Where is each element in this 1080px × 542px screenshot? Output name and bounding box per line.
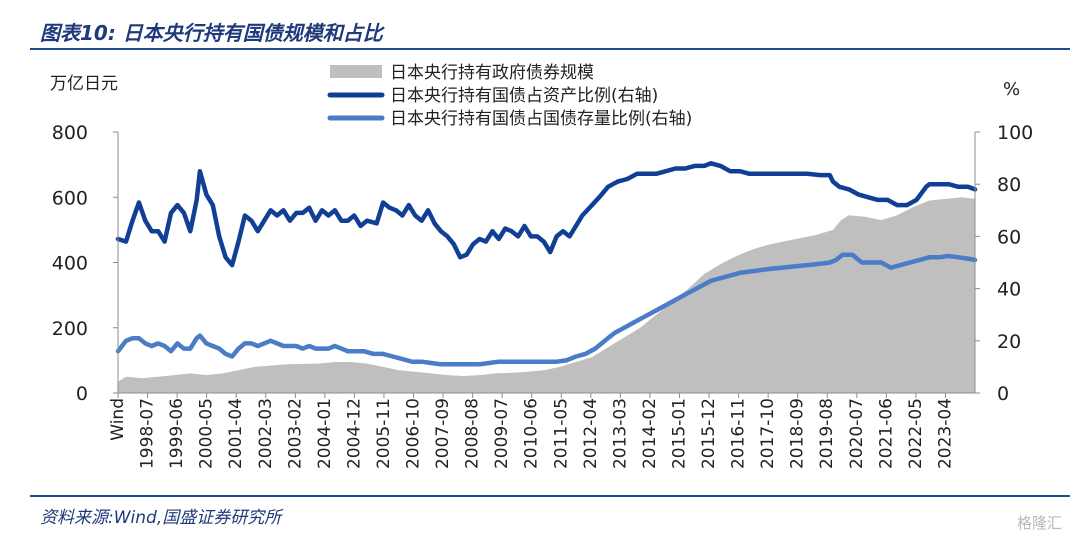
x-tick-label: 2008-08 bbox=[463, 398, 483, 469]
axis-layer: 0 200 400 600 800 0 20 40 60 80 100 万亿日元 % Wind 1998-0… bbox=[50, 74, 1033, 469]
x-tick-label: 2018-09 bbox=[788, 398, 808, 469]
x-tick-label: 2003-02 bbox=[285, 398, 305, 469]
x-tick-label: 2006-10 bbox=[404, 398, 424, 469]
x-tick-label: 2011-05 bbox=[551, 398, 571, 469]
legend-label-0: 日本央行持有政府债券规模 bbox=[390, 63, 594, 83]
left-axis-unit: 万亿日元 bbox=[50, 74, 118, 94]
x-tick-label: 2010-06 bbox=[522, 398, 542, 469]
x-tick-label: 2012-04 bbox=[581, 398, 601, 469]
x-tick-label: 2022-05 bbox=[906, 398, 926, 469]
left-tick-label: 200 bbox=[52, 318, 88, 340]
left-tick-label: 800 bbox=[52, 122, 88, 144]
x-tick-label: 2004-01 bbox=[315, 398, 335, 469]
series-line-2 bbox=[115, 252, 978, 367]
x-tick-label: 1998-07 bbox=[138, 398, 158, 469]
chart-canvas: 0 200 400 600 800 0 20 40 60 80 100 万亿日元 % Wind 1998-0… bbox=[50, 63, 1033, 469]
x-tick-label: 2015-12 bbox=[699, 398, 719, 469]
x-tick-label: 1999-06 bbox=[167, 398, 187, 469]
x-tick-label: 2007-09 bbox=[433, 398, 453, 469]
source-note: 资料来源:Wind,国盛证券研究所 bbox=[40, 508, 282, 528]
legend-swatch-0 bbox=[330, 65, 382, 78]
x-tick-label: 2000-05 bbox=[197, 398, 217, 469]
x-tick-label: 2013-03 bbox=[610, 398, 630, 469]
right-tick-label: 100 bbox=[997, 122, 1033, 144]
series-line-1 bbox=[115, 161, 978, 268]
x-tick-label: 2016-11 bbox=[729, 398, 749, 469]
right-tick-label: 40 bbox=[997, 279, 1021, 301]
left-tick-label: 400 bbox=[52, 253, 88, 275]
left-tick-label: 600 bbox=[52, 187, 88, 209]
right-axis-unit: % bbox=[1003, 79, 1020, 100]
watermark-logo: 格隆汇 bbox=[1016, 514, 1062, 532]
x-tick-label: Wind bbox=[108, 398, 128, 441]
x-tick-label: 2004-12 bbox=[344, 398, 364, 469]
x-tick-label: 2005-11 bbox=[374, 398, 394, 469]
right-tick-label: 80 bbox=[997, 174, 1021, 196]
right-tick-label: 0 bbox=[997, 383, 1009, 405]
plot-layer bbox=[115, 161, 978, 393]
legend-label-2: 日本央行持有国债占国债存量比例(右轴) bbox=[390, 109, 692, 129]
x-tick-label: 2002-03 bbox=[256, 398, 276, 469]
series-area-0 bbox=[118, 197, 975, 393]
title-rule bbox=[30, 48, 1070, 50]
left-tick-label: 0 bbox=[76, 383, 88, 405]
x-tick-label: 2009-07 bbox=[492, 398, 512, 469]
footer-rule bbox=[30, 495, 1070, 497]
legend-label-1: 日本央行持有国债占资产比例(右轴) bbox=[390, 86, 658, 106]
right-tick-label: 60 bbox=[997, 226, 1021, 248]
x-tick-label: 2014-02 bbox=[640, 398, 660, 469]
x-tick-label: 2019-08 bbox=[817, 398, 837, 469]
x-tick-label: 2023-04 bbox=[935, 398, 955, 469]
x-tick-label: 2017-10 bbox=[758, 398, 778, 469]
x-tick-label: 2020-07 bbox=[847, 398, 867, 469]
x-tick-label: 2015-01 bbox=[670, 398, 690, 469]
x-tick-label: 2021-06 bbox=[876, 398, 896, 469]
right-tick-label: 20 bbox=[997, 331, 1021, 353]
x-tick-label: 2001-04 bbox=[226, 398, 246, 469]
figure-title: 图表10: 日本央行持有国债规模和占比 bbox=[40, 21, 383, 45]
